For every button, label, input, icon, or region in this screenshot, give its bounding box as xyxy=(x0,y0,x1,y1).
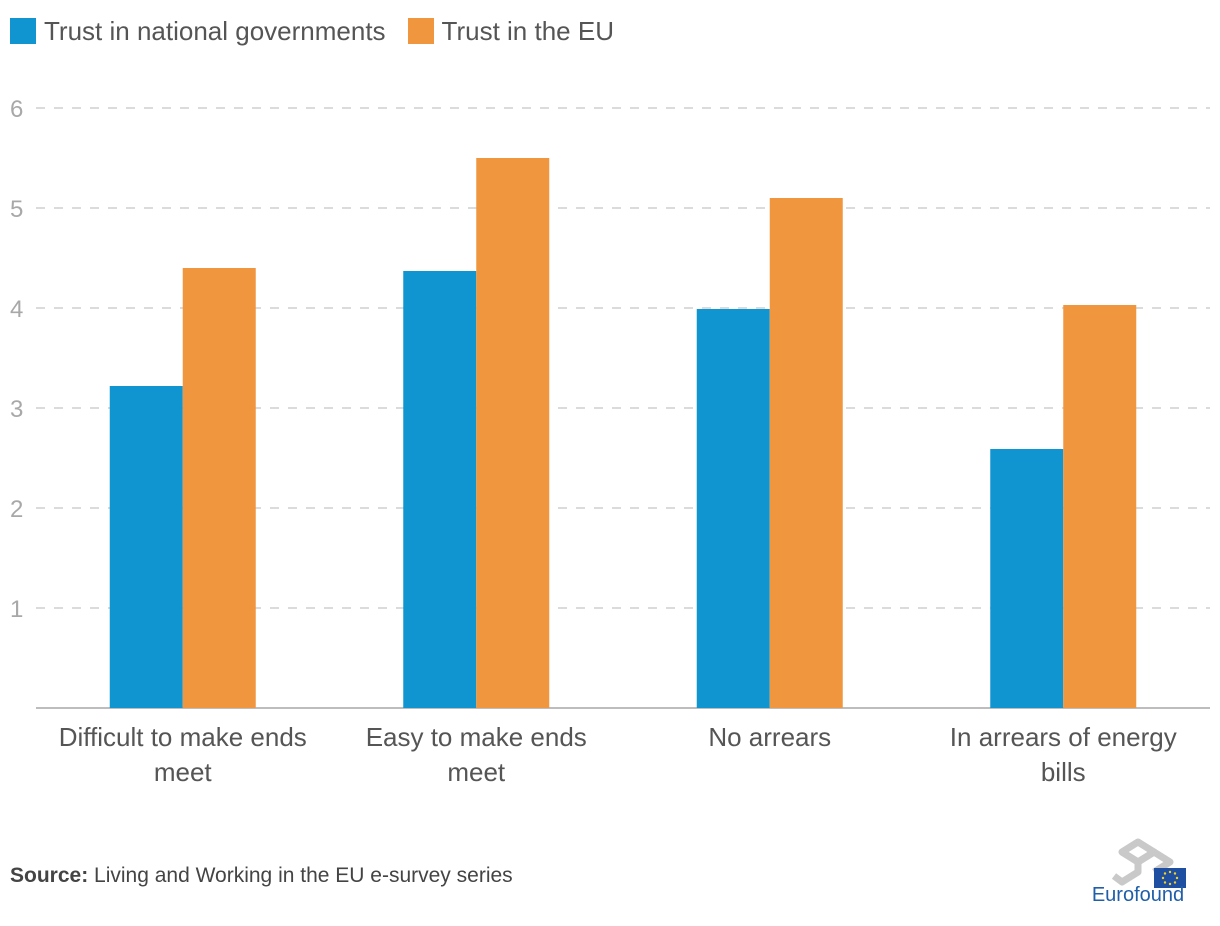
x-category-label: Difficult to make ends xyxy=(59,722,307,752)
legend-swatch-national-governments xyxy=(10,18,36,44)
chart-legend: Trust in national governments Trust in t… xyxy=(10,14,614,48)
bar-eu-1 xyxy=(476,158,550,708)
x-category-label: Easy to make ends xyxy=(366,722,587,752)
x-category-label: No arrears xyxy=(708,722,831,752)
y-tick-label: 2 xyxy=(10,496,23,523)
legend-item-eu: Trust in the EU xyxy=(407,15,614,47)
bar-national-0 xyxy=(109,386,183,708)
x-category-label: meet xyxy=(154,757,213,787)
bar-chart: 1 2 3 4 5 6 Difficult to make ends meet Easy to … xyxy=(10,96,1210,787)
legend-label-national-governments: Trust in national governments xyxy=(44,15,386,46)
bar-eu-2 xyxy=(769,198,843,708)
legend-item-national-governments: Trust in national governments xyxy=(10,16,386,47)
y-tick-label: 3 xyxy=(10,396,23,423)
bar-national-1 xyxy=(403,271,477,708)
y-tick-label: 6 xyxy=(10,96,23,123)
eurofound-logo: Eurofound xyxy=(1086,838,1196,912)
x-category-label: meet xyxy=(447,757,506,787)
bar-eu-0 xyxy=(182,268,256,708)
x-category-label: In arrears of energy xyxy=(950,722,1177,752)
y-tick-label: 4 xyxy=(10,296,23,323)
eurofound-logo-icon xyxy=(1111,838,1186,888)
eurofound-logo-text: Eurofound xyxy=(1091,884,1185,906)
source-label: Source: xyxy=(10,864,89,887)
x-category-label: bills xyxy=(1041,757,1086,787)
source-text: Living and Working in the EU e-survey se… xyxy=(88,864,513,887)
bar-national-2 xyxy=(696,309,770,708)
legend-swatch-eu xyxy=(407,18,434,44)
source-note: Source: Living and Working in the EU e-s… xyxy=(10,864,513,888)
y-tick-label: 1 xyxy=(10,596,23,623)
bar-national-3 xyxy=(990,449,1064,708)
legend-label-eu: Trust in the EU xyxy=(441,15,614,46)
bar-eu-3 xyxy=(1063,305,1137,708)
y-tick-label: 5 xyxy=(10,196,23,223)
